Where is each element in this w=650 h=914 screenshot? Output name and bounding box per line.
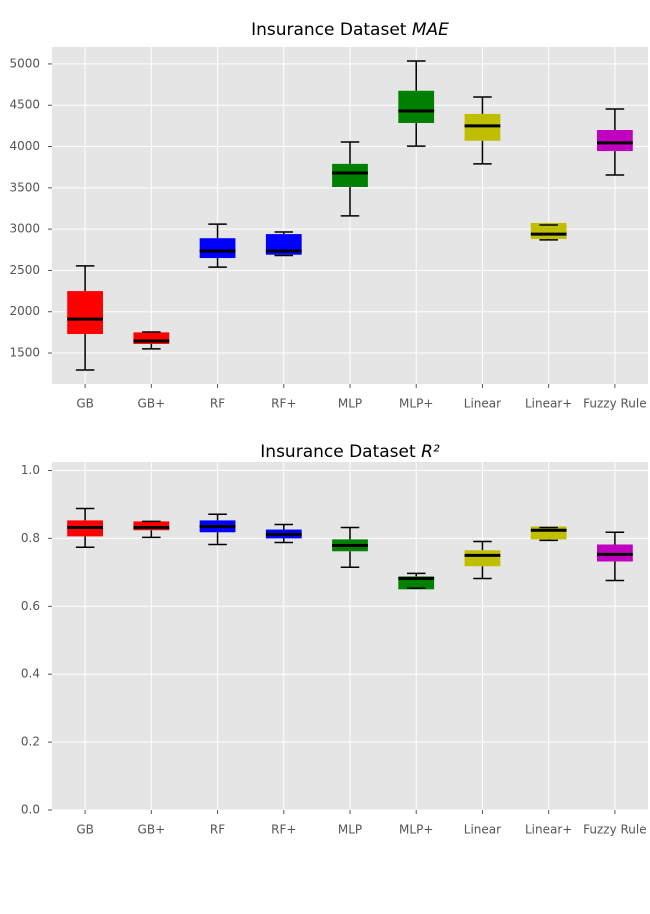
- box: [133, 332, 170, 344]
- y-tick-label: 0.4: [21, 667, 40, 681]
- y-tick-label: 2000: [9, 304, 40, 318]
- title-text: Insurance Dataset: [260, 442, 421, 462]
- x-tick-label: RF: [210, 823, 225, 837]
- x-tick-label: Linear+: [525, 823, 572, 837]
- y-tick-label: 2500: [9, 263, 40, 277]
- y-tick-label: 4000: [9, 139, 40, 153]
- x-tick-label: Linear: [464, 397, 501, 411]
- x-tick-label: Fuzzy Rule: [583, 397, 647, 411]
- y-tick-label: 1500: [9, 346, 40, 360]
- x-tick-label: Fuzzy Rule: [583, 823, 647, 837]
- chart-title: Insurance Dataset MAE: [251, 20, 449, 40]
- y-tick-label: 0.2: [21, 735, 40, 749]
- x-tick-label: GB+: [138, 397, 166, 411]
- y-tick-label: 5000: [9, 56, 40, 70]
- y-tick-label: 3000: [9, 222, 40, 236]
- title-metric: MAE: [412, 20, 449, 40]
- x-tick-label: GB+: [138, 823, 166, 837]
- y-tick-label: 3500: [9, 180, 40, 194]
- box: [332, 163, 368, 188]
- title-text: Insurance Dataset: [251, 20, 412, 40]
- box: [67, 291, 103, 335]
- chart-title: Insurance Dataset R²: [260, 442, 440, 462]
- x-tick-label: GB: [76, 823, 94, 837]
- x-tick-label: RF+: [271, 823, 296, 837]
- x-tick-label: Linear: [464, 823, 501, 837]
- x-tick-label: RF+: [271, 397, 296, 411]
- box: [597, 130, 633, 152]
- x-tick-label: MLP+: [399, 823, 433, 837]
- x-tick-label: RF: [210, 397, 225, 411]
- y-tick-label: 0.6: [21, 599, 40, 613]
- box: [133, 521, 170, 531]
- y-tick-label: 1.0: [21, 463, 40, 477]
- y-tick-label: 0.0: [21, 803, 40, 817]
- title-metric: R²: [421, 442, 440, 462]
- chart: Insurance Dataset MAE 1500 2000 2500 3000 350…: [9, 20, 648, 411]
- y-tick-label: 0.8: [21, 531, 40, 545]
- box: [530, 526, 567, 540]
- y-tick-label: 4500: [9, 98, 40, 112]
- x-tick-label: MLP: [338, 397, 362, 411]
- x-tick-label: GB: [76, 397, 94, 411]
- box: [464, 550, 501, 567]
- x-tick-label: Linear+: [525, 397, 572, 411]
- box: [398, 90, 435, 123]
- x-tick-label: MLP+: [399, 397, 433, 411]
- chart: Insurance Dataset R² 0.0 0.2 0.4 0.6 0.8 1.0 GB…: [21, 442, 648, 837]
- x-tick-label: MLP: [338, 823, 362, 837]
- box: [199, 238, 236, 259]
